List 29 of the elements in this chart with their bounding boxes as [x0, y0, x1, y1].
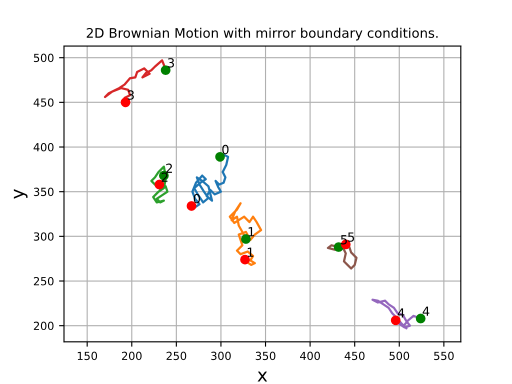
x-tick-label: 200 [122, 352, 142, 360]
chart-title: 2D Brownian Motion with mirror boundary conditions. [86, 28, 438, 40]
y-tick-label: 400 [34, 142, 54, 152]
annotation: 3 [168, 58, 174, 68]
x-tick-label: 400 [300, 352, 320, 360]
annotation: 5 [348, 232, 354, 242]
y-tick-label: 250 [34, 276, 54, 286]
x-tick-label: 550 [434, 352, 454, 360]
annotation: 2 [166, 164, 172, 173]
y-axis-title: y [14, 189, 28, 199]
annotation: 0 [194, 194, 200, 204]
x-tick-label: 450 [344, 352, 365, 360]
y-tick-label: 200 [34, 322, 54, 330]
annotation: 4 [422, 306, 430, 316]
x-tick-label: 300 [211, 352, 231, 360]
line-series [228, 202, 262, 266]
y-tick-label: 450 [34, 98, 54, 107]
annotation: 1 [248, 227, 254, 236]
y-tick-label: 350 [34, 188, 54, 196]
annotation: 4 [398, 308, 404, 318]
annotation: 2 [162, 172, 168, 182]
x-tick-label: 500 [390, 352, 410, 360]
y-tick-label: 300 [34, 232, 54, 241]
x-tick-label: 150 [78, 352, 98, 360]
annotation: 0 [222, 144, 229, 154]
y-tick-label: 500 [34, 54, 54, 62]
x-tick-label: 350 [256, 352, 276, 360]
x-axis-title: x [258, 372, 268, 382]
x-tick-label: 250 [166, 352, 186, 360]
